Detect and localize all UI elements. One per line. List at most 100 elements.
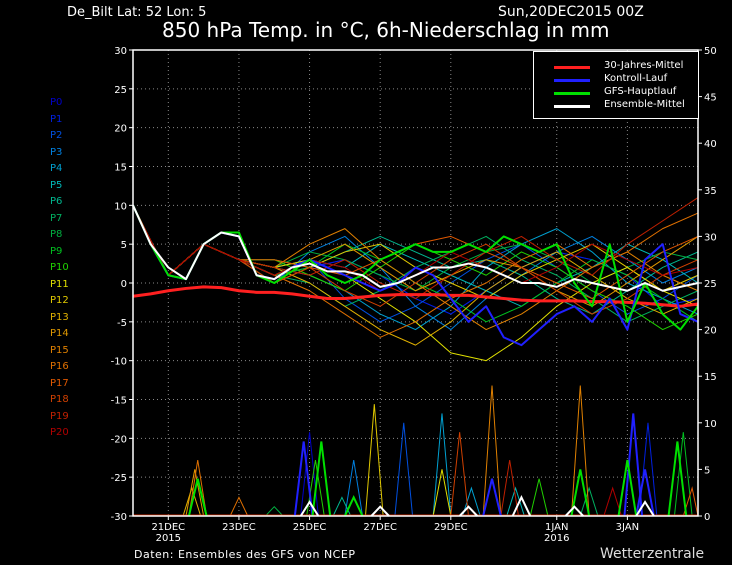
x-tick-label: 3JAN bbox=[616, 522, 639, 533]
gfs-main-line bbox=[132, 204, 699, 331]
legend-item: Kontroll-Lauf bbox=[534, 73, 694, 86]
y-tick-label-left: -10 bbox=[111, 357, 127, 368]
precip-p16 bbox=[188, 460, 208, 517]
control-run-precip bbox=[293, 441, 314, 517]
member-label-p2: P2 bbox=[50, 130, 63, 141]
ensemble-mean-line bbox=[132, 204, 699, 292]
y-tick-label-right: 20 bbox=[704, 326, 717, 337]
gfs-main-precip bbox=[617, 459, 638, 517]
control-run-precip bbox=[482, 478, 502, 517]
member-label-p17: P17 bbox=[50, 377, 69, 389]
precip-p18 bbox=[450, 432, 469, 517]
ensemble-mean-precip bbox=[458, 505, 479, 517]
legend-label: Kontroll-Lauf bbox=[604, 73, 668, 84]
member-label-p12: P12 bbox=[50, 295, 69, 306]
gfs-main-precip bbox=[187, 478, 208, 517]
gfs-main-precip bbox=[343, 495, 364, 517]
y-tick-label-right: 25 bbox=[704, 279, 717, 290]
y-tick-label-left: 5 bbox=[121, 240, 127, 251]
member-label-p8: P8 bbox=[50, 229, 63, 240]
y-tick-label-left: -5 bbox=[117, 318, 127, 329]
y-tick-label-left: -15 bbox=[111, 396, 127, 407]
legend-swatch bbox=[554, 92, 590, 95]
member-label-p5: P5 bbox=[50, 179, 63, 191]
x-tick-label: 1JAN bbox=[545, 522, 568, 533]
y-tick-label-left: 10 bbox=[114, 201, 127, 212]
member-label-p20: P20 bbox=[50, 427, 69, 438]
precip-p16 bbox=[229, 496, 249, 517]
member-label-p3: P3 bbox=[50, 146, 63, 158]
precip-p3 bbox=[344, 460, 364, 517]
legend: 30-Jahres-Mittel Kontroll-Lauf GFS-Hauptla… bbox=[533, 51, 699, 119]
precip-p20 bbox=[603, 486, 622, 517]
precip-p10 bbox=[529, 478, 549, 517]
y-tick-label-right: 45 bbox=[704, 93, 717, 104]
member-label-p6: P6 bbox=[50, 196, 63, 207]
member-label-p9: P9 bbox=[50, 245, 63, 257]
precip-p7 bbox=[579, 486, 599, 517]
x-tick-label: 25DEC bbox=[293, 522, 327, 533]
member-label-p18: P18 bbox=[50, 394, 69, 405]
member-label-p4: P4 bbox=[50, 163, 63, 174]
member-line-p20 bbox=[132, 205, 699, 292]
ensemble-mean-precip bbox=[370, 505, 390, 517]
precip-p11 bbox=[432, 469, 452, 517]
x-tick-sublabel: 2016 bbox=[544, 533, 569, 544]
member-line-p8 bbox=[132, 205, 699, 292]
x-tick-label: 23DEC bbox=[222, 522, 256, 533]
y-tick-label-left: -20 bbox=[111, 434, 127, 445]
y-tick-label-right: 10 bbox=[704, 419, 717, 430]
gfs-main-precip bbox=[667, 441, 688, 517]
legend-item: Ensemble-Mittel bbox=[534, 99, 694, 112]
precip-p4 bbox=[432, 413, 452, 517]
precip-p14 bbox=[185, 469, 205, 517]
y-tick-label-right: 30 bbox=[704, 232, 717, 243]
x-tick-label: 29DEC bbox=[434, 522, 468, 533]
control-run-precip bbox=[635, 469, 655, 517]
control-run-precip bbox=[623, 413, 644, 517]
precip-p6 bbox=[332, 496, 352, 517]
member-label-p14: P14 bbox=[50, 328, 69, 339]
member-label-p1: P1 bbox=[50, 113, 63, 125]
run-date: Sun,20DEC2015 00Z bbox=[498, 4, 644, 20]
precip-p12 bbox=[364, 404, 384, 517]
y-tick-label-right: 35 bbox=[704, 186, 717, 197]
precip-p5 bbox=[506, 486, 525, 517]
x-tick-label: 21DEC bbox=[151, 522, 185, 533]
y-tick-label-right: 0 bbox=[704, 512, 710, 523]
precip-p13 bbox=[182, 486, 202, 517]
x-tick-label: 27DEC bbox=[363, 522, 397, 533]
legend-swatch bbox=[554, 79, 590, 82]
precip-p9 bbox=[673, 432, 693, 517]
station-info: De_Bilt Lat: 52 Lon: 5 bbox=[67, 5, 207, 20]
y-tick-label-left: 25 bbox=[114, 85, 127, 96]
legend-item: GFS-Hauptlauf bbox=[534, 86, 694, 99]
precip-p17 bbox=[682, 486, 699, 517]
gfs-main-precip bbox=[570, 469, 591, 517]
precip-p19 bbox=[500, 460, 519, 517]
ensemble-mean-precip bbox=[635, 500, 655, 517]
legend-item: 30-Jahres-Mittel bbox=[534, 60, 694, 73]
member-label-p11: P11 bbox=[50, 278, 69, 290]
chart-title: 850 hPa Temp. in °C, 6h-Niederschlag in … bbox=[162, 18, 610, 42]
legend-label: Ensemble-Mittel bbox=[604, 99, 685, 110]
y-tick-label-left: 20 bbox=[114, 124, 127, 135]
x-tick-sublabel: 2015 bbox=[156, 533, 181, 544]
ensemble-mean-precip bbox=[564, 505, 584, 517]
precip-p2 bbox=[394, 422, 414, 517]
member-label-p0: P0 bbox=[50, 97, 63, 108]
member-label-p15: P15 bbox=[50, 344, 69, 356]
legend-swatch bbox=[554, 66, 590, 69]
member-line-p16 bbox=[132, 205, 699, 338]
y-tick-label-right: 40 bbox=[704, 139, 717, 150]
ensemble-mean-precip bbox=[299, 500, 320, 517]
ensemble-mean-precip bbox=[511, 495, 532, 517]
precip-p8 bbox=[265, 505, 284, 517]
member-label-p10: P10 bbox=[50, 262, 69, 273]
y-tick-label-right: 15 bbox=[704, 372, 717, 383]
gfs-main-precip bbox=[311, 441, 332, 517]
y-tick-label-left: 30 bbox=[114, 46, 127, 57]
precip-p4 bbox=[462, 486, 481, 517]
y-tick-label-left: -25 bbox=[111, 473, 127, 484]
